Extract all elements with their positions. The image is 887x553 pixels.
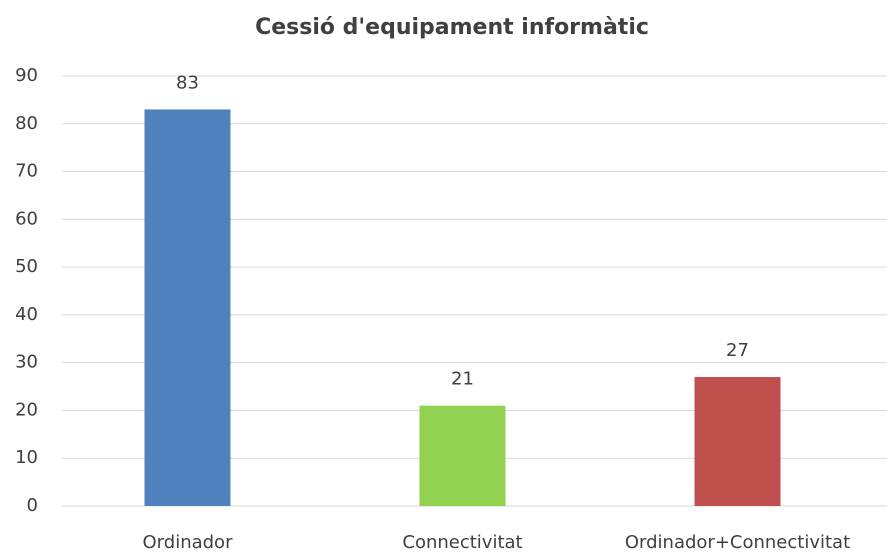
y-tick-label: 80 xyxy=(15,113,38,134)
bar xyxy=(419,405,506,506)
data-label: 83 xyxy=(176,72,199,93)
chart-title: Cessió d'equipament informàtic xyxy=(255,15,649,40)
y-tick-label: 70 xyxy=(15,161,38,182)
y-tick-label: 10 xyxy=(15,447,38,468)
y-tick-label: 0 xyxy=(27,495,38,516)
x-tick-label: Ordinador+Connectivitat xyxy=(625,532,850,553)
y-tick-label: 90 xyxy=(15,65,38,86)
bar xyxy=(694,377,781,506)
data-label: 27 xyxy=(726,340,749,361)
y-tick-label: 20 xyxy=(15,399,38,420)
x-tick-label: Ordinador xyxy=(143,532,234,553)
y-tick-label: 60 xyxy=(15,208,38,229)
y-tick-label: 30 xyxy=(15,352,38,373)
bar xyxy=(144,109,231,506)
y-tick-label: 50 xyxy=(15,256,38,277)
y-tick-label: 40 xyxy=(15,304,38,325)
data-label: 21 xyxy=(451,369,474,390)
x-tick-label: Connectivitat xyxy=(402,532,522,553)
